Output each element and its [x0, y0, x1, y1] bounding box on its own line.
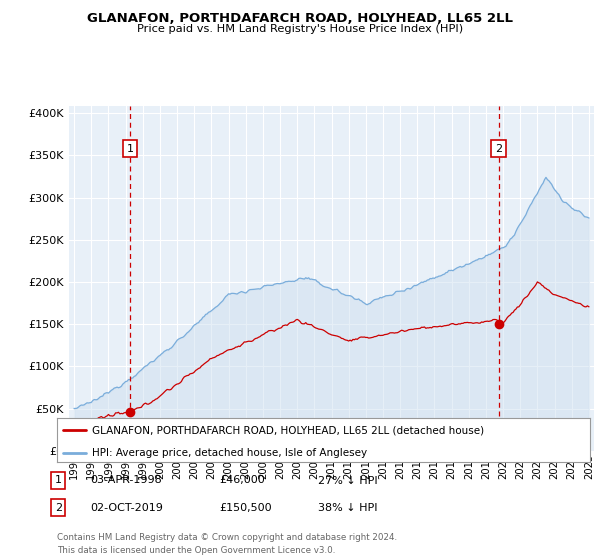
Text: 03-APR-1998: 03-APR-1998: [90, 475, 162, 486]
Text: 38% ↓ HPI: 38% ↓ HPI: [318, 503, 377, 513]
Text: 27% ↓ HPI: 27% ↓ HPI: [318, 475, 377, 486]
Text: £150,500: £150,500: [219, 503, 272, 513]
Text: HPI: Average price, detached house, Isle of Anglesey: HPI: Average price, detached house, Isle…: [92, 448, 367, 458]
Text: 02-OCT-2019: 02-OCT-2019: [90, 503, 163, 513]
Text: GLANAFON, PORTHDAFARCH ROAD, HOLYHEAD, LL65 2LL: GLANAFON, PORTHDAFARCH ROAD, HOLYHEAD, L…: [87, 12, 513, 25]
Text: 2: 2: [55, 503, 62, 513]
Text: 1: 1: [127, 143, 133, 153]
Text: Price paid vs. HM Land Registry's House Price Index (HPI): Price paid vs. HM Land Registry's House …: [137, 24, 463, 34]
Text: GLANAFON, PORTHDAFARCH ROAD, HOLYHEAD, LL65 2LL (detached house): GLANAFON, PORTHDAFARCH ROAD, HOLYHEAD, L…: [92, 425, 484, 435]
Text: Contains HM Land Registry data © Crown copyright and database right 2024.
This d: Contains HM Land Registry data © Crown c…: [57, 533, 397, 554]
Text: 1: 1: [55, 475, 62, 486]
Text: 2: 2: [495, 143, 502, 153]
Text: £46,000: £46,000: [219, 475, 265, 486]
